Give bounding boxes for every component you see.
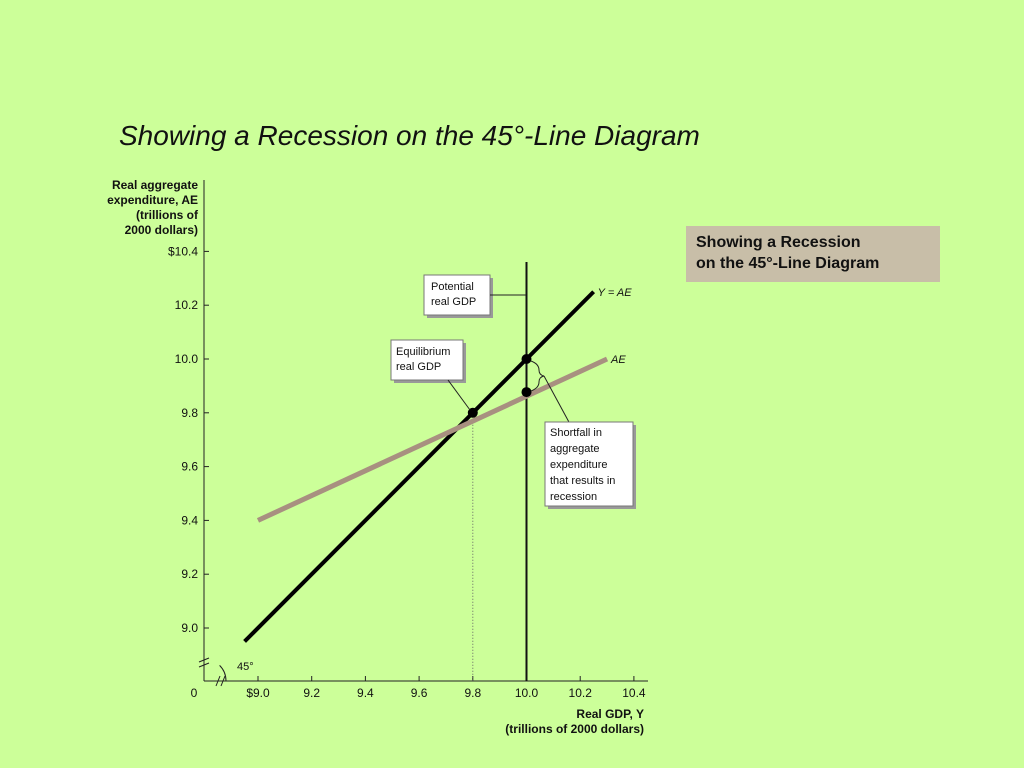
slide-title: Showing a Recession on the 45°-Line Diag… xyxy=(119,120,700,151)
angle-arc xyxy=(219,665,227,682)
annotation-potential-line-1: Potential xyxy=(431,281,474,293)
data-point-0 xyxy=(467,407,478,418)
x-axis-break xyxy=(215,675,226,687)
x-tick-label-7: 10.2 xyxy=(569,686,593,700)
y-tick-label-4: 9.6 xyxy=(181,460,198,474)
annotation-shortfall-leader xyxy=(543,375,571,425)
annotation-equilibrium-line-1: Equilibrium xyxy=(396,346,450,358)
y-tick-label-7: 9.0 xyxy=(181,621,198,635)
x-axis-label: Real GDP, Y(trillions of 2000 dollars) xyxy=(505,707,644,736)
y-tick-label-1: 10.2 xyxy=(175,298,199,312)
x-tick-label-4: 9.6 xyxy=(411,686,428,700)
series-label-1: AE xyxy=(610,354,626,366)
x-tick-label-5: 9.8 xyxy=(464,686,481,700)
annotation-equilibrium-line-2: real GDP xyxy=(396,361,441,373)
annotation-shortfall-line-2: aggregate xyxy=(550,443,600,455)
y-axis-label-line-2: (trillions of xyxy=(136,208,199,222)
side-caption-line-2: on the 45°-Line Diagram xyxy=(696,255,880,272)
series-labels: Y = AE AE xyxy=(598,287,633,366)
data-point-1 xyxy=(521,354,532,364)
series-label-0: Y = AE xyxy=(598,287,633,299)
annotation-shortfall-line-3: expenditure xyxy=(550,459,608,471)
annotation-equilibrium-leader xyxy=(447,379,471,411)
y-axis-label-line-0: Real aggregate xyxy=(112,178,198,192)
x-tick-label-2: 9.2 xyxy=(303,686,320,700)
x-tick-label-0: 0 xyxy=(191,686,198,700)
y-tick-label-5: 9.4 xyxy=(181,513,198,527)
annotation-shortfall: Shortfall in aggregate expenditure that … xyxy=(530,360,636,509)
y-tick-labels: $10.4 10.2 10.0 9.8 9.6 9.4 9.2 9.0 xyxy=(168,244,209,635)
y-tick-label-0: $10.4 xyxy=(168,244,198,258)
x-tick-label-3: 9.4 xyxy=(357,686,374,700)
y-axis-label-line-1: expenditure, AE xyxy=(107,193,198,207)
y-axis-break xyxy=(198,657,210,668)
y-axis-label-line-3: 2000 dollars) xyxy=(125,223,198,237)
x-tick-labels: 0 $9.0 9.2 9.4 9.6 9.8 10.0 10.2 10.4 xyxy=(191,676,646,700)
x-tick-label-1: $9.0 xyxy=(246,686,270,700)
x-axis-label-line-1: (trillions of 2000 dollars) xyxy=(505,722,644,736)
data-points xyxy=(467,354,532,418)
series-line-0 xyxy=(243,290,596,643)
annotation-potential: Potential real GDP xyxy=(423,274,526,318)
annotation-shortfall-line-1: Shortfall in xyxy=(550,427,602,439)
side-caption: Showing a Recession on the 45°-Line Diag… xyxy=(686,226,940,282)
y-tick-label-3: 9.8 xyxy=(181,406,198,420)
annotation-potential-line-2: real GDP xyxy=(431,296,476,308)
y-tick-label-6: 9.2 xyxy=(181,567,198,581)
data-point-2 xyxy=(521,387,532,398)
annotation-shortfall-line-5: recession xyxy=(550,491,597,503)
axes xyxy=(198,180,648,687)
angle-label: 45° xyxy=(237,661,254,673)
x-tick-label-6: 10.0 xyxy=(515,686,539,700)
annotation-shortfall-line-4: that results in xyxy=(550,475,615,487)
x-axis-label-line-0: Real GDP, Y xyxy=(576,707,644,721)
x-tick-label-8: 10.4 xyxy=(622,686,646,700)
y-tick-label-2: 10.0 xyxy=(175,352,199,366)
side-caption-line-1: Showing a Recession xyxy=(696,234,861,251)
annotation-equilibrium: Equilibrium real GDP xyxy=(390,339,471,411)
